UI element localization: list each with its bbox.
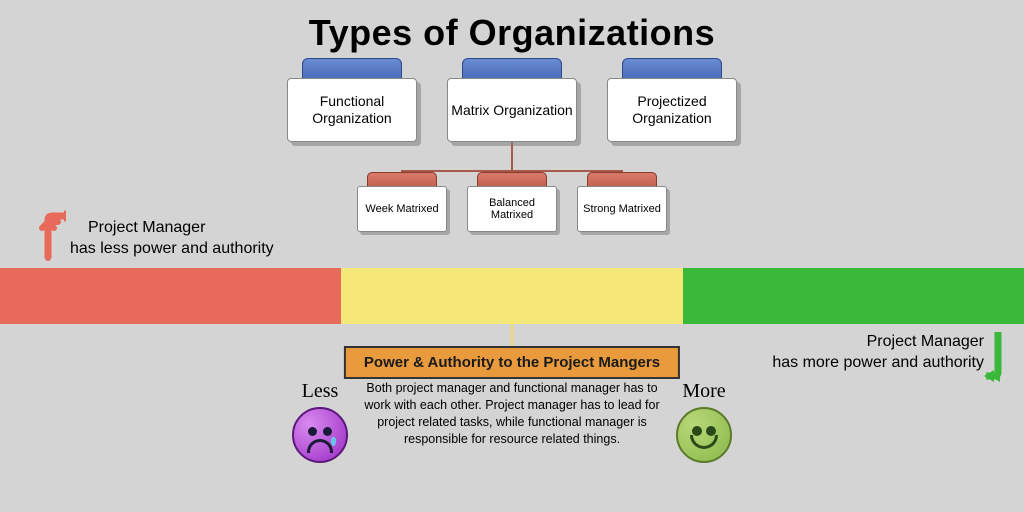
more-label: More <box>682 380 725 403</box>
spectrum-segment-yellow <box>341 268 682 324</box>
right-label-line2: has more power and authority <box>772 353 984 374</box>
yellow-drop-arrow-icon <box>511 324 513 348</box>
happy-face-icon <box>676 407 732 463</box>
power-spectrum-bar <box>0 268 1024 324</box>
more-column: More <box>676 380 732 463</box>
right-arrow-icon <box>984 330 1014 391</box>
authority-banner: Power & Authority to the Project Mangers <box>344 346 680 379</box>
sub-box-balanced: Balanced Matrixed <box>467 182 557 232</box>
right-label-line1: Project Manager <box>772 332 984 353</box>
mid-description: Both project manager and functional mana… <box>358 380 666 448</box>
spectrum-segment-red <box>0 268 341 324</box>
org-box-projectized: Projectized Organization <box>607 70 737 142</box>
org-label: Projectized Organization <box>607 78 737 142</box>
sub-box-strong: Strong Matrixed <box>577 182 667 232</box>
bottom-section: Less Both project manager and functional… <box>292 380 732 463</box>
sub-label: Week Matrixed <box>357 186 447 232</box>
org-label: Matrix Organization <box>447 78 577 142</box>
org-label: Functional Organization <box>287 78 417 142</box>
left-arrow-icon <box>30 208 66 269</box>
less-column: Less <box>292 380 348 463</box>
left-label-line2: has less power and authority <box>70 239 274 260</box>
sub-box-week: Week Matrixed <box>357 182 447 232</box>
org-box-functional: Functional Organization <box>287 70 417 142</box>
sad-face-icon <box>292 407 348 463</box>
page-title: Types of Organizations <box>0 0 1024 54</box>
sub-label: Balanced Matrixed <box>467 186 557 232</box>
right-spectrum-label: Project Manager has more power and autho… <box>772 332 984 374</box>
left-label-line1: Project Manager <box>70 218 274 239</box>
less-label: Less <box>302 380 339 403</box>
left-spectrum-label: Project Manager has less power and autho… <box>70 218 274 260</box>
org-hierarchy: Functional Organization Matrix Organizat… <box>252 70 772 232</box>
spectrum-segment-green <box>683 268 1024 324</box>
org-box-matrix: Matrix Organization <box>447 70 577 142</box>
sub-label: Strong Matrixed <box>577 186 667 232</box>
